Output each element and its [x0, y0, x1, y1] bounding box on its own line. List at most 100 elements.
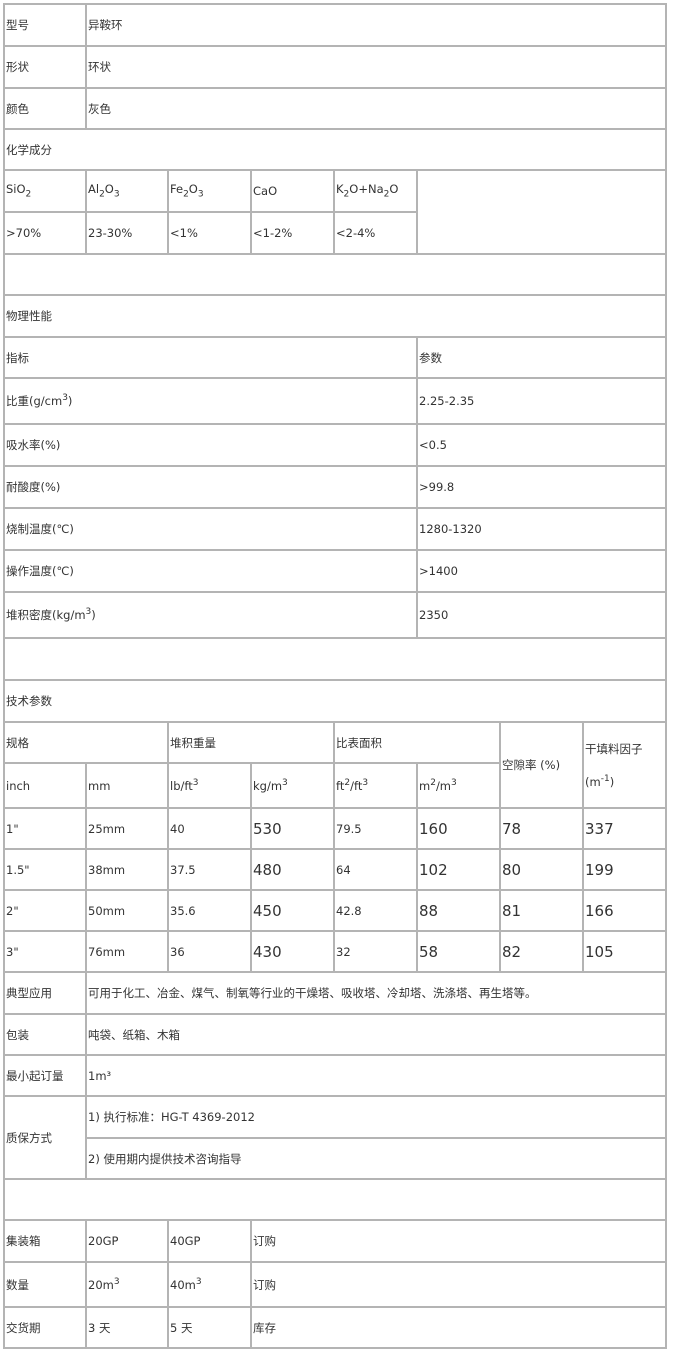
header-cell: 空隙率 (%) [499, 721, 584, 809]
label: 最小起订量 [3, 1054, 87, 1097]
value: 可用于化工、冶金、煤气、制氧等行业的干燥塔、吸收塔、冷却塔、洗涤塔、再生塔等。 [85, 971, 667, 1015]
value: 吨袋、纸箱、木箱 [85, 1013, 667, 1056]
cell: 集装箱 [3, 1219, 87, 1263]
cell: 42.8 [333, 889, 418, 932]
cell: 88 [416, 889, 501, 932]
cell: 订购 [250, 1219, 667, 1263]
cell: 76mm [85, 930, 169, 973]
header-cell: 比表面积 [333, 721, 501, 764]
table-row: 1.5" 38mm 37.5 480 64 102 80 199 [3, 848, 667, 891]
table-row: 2" 50mm 35.6 450 42.8 88 81 166 [3, 889, 667, 932]
table-row: 1" 25mm 40 530 79.5 160 78 337 [3, 807, 667, 850]
cell: 20m3 [85, 1261, 169, 1308]
value: <0.5 [416, 423, 667, 467]
label: 操作温度(℃) [3, 549, 418, 593]
label: 型号 [3, 3, 87, 47]
cell: 102 [416, 848, 501, 891]
label: 耐酸度(%) [3, 465, 418, 509]
cell: 1" [3, 807, 87, 850]
cell: 199 [582, 848, 667, 891]
cell: 80 [499, 848, 584, 891]
cell: 40 [167, 807, 252, 850]
cell: 1.5" [3, 848, 87, 891]
value: 2.25-2.35 [416, 377, 667, 425]
label: 烧制温度(℃) [3, 507, 418, 551]
value: 2350 [416, 591, 667, 639]
value: >99.8 [416, 465, 667, 509]
cell: 64 [333, 848, 418, 891]
unit-cell: lb/ft3 [167, 762, 252, 809]
cell: 160 [416, 807, 501, 850]
section-technical: 技术参数 [3, 679, 667, 723]
header-cell: 干填料因子 (m-1) [582, 721, 667, 809]
header-cell: 规格 [3, 721, 169, 764]
cell: 105 [582, 930, 667, 973]
cell: 3 天 [85, 1306, 169, 1349]
unit-cell: ft2/ft3 [333, 762, 418, 809]
section-chemical: 化学成分 [3, 128, 667, 171]
row-model: 型号 异鞍环 [3, 3, 667, 47]
cell: 库存 [250, 1306, 667, 1349]
unit-cell: inch [3, 762, 87, 809]
value: 灰色 [85, 87, 667, 130]
value: 环状 [85, 45, 667, 89]
cell: 450 [250, 889, 335, 932]
cell: 交货期 [3, 1306, 87, 1349]
cell: 81 [499, 889, 584, 932]
cell: <2-4% [333, 211, 418, 255]
label: 包装 [3, 1013, 87, 1056]
header-cell: 参数 [416, 336, 667, 379]
cell: <1-2% [250, 211, 335, 255]
label: 质保方式 [3, 1095, 87, 1180]
cell: 79.5 [333, 807, 418, 850]
chem-header-row: SiO2 Al2O3 Fe2O3 CaO K2O+Na2O [3, 169, 667, 255]
cell: 40m3 [167, 1261, 252, 1308]
cell: 37.5 [167, 848, 252, 891]
unit-cell: m2/m3 [416, 762, 501, 809]
cell: >70% [3, 211, 87, 255]
cell: 32 [333, 930, 418, 973]
cell: 78 [499, 807, 584, 850]
empty-row [3, 1178, 667, 1221]
empty-row [3, 637, 667, 681]
cell: 166 [582, 889, 667, 932]
value: 1280-1320 [416, 507, 667, 551]
unit-cell: kg/m3 [250, 762, 335, 809]
cell: 58 [416, 930, 501, 973]
cell: 50mm [85, 889, 169, 932]
value: 1) 执行标准：HG-T 4369-2012 [85, 1095, 667, 1139]
cell: 35.6 [167, 889, 252, 932]
header-cell: 指标 [3, 336, 418, 379]
chem-fe2o3: Fe2O3 [167, 169, 252, 213]
unit-cell: mm [85, 762, 169, 809]
cell: 82 [499, 930, 584, 973]
cell: 2" [3, 889, 87, 932]
cell: 20GP [85, 1219, 169, 1263]
empty-row [3, 253, 667, 296]
cell: 337 [582, 807, 667, 850]
cell: 25mm [85, 807, 169, 850]
cell: 38mm [85, 848, 169, 891]
label: 吸水率(%) [3, 423, 418, 467]
label: 比重(g/cm3) [3, 377, 418, 425]
table-row: 数量 20m3 40m3 订购 [3, 1261, 667, 1308]
chem-k2o-na2o: K2O+Na2O [333, 169, 418, 213]
row-shape: 形状 环状 [3, 45, 667, 89]
label: 颜色 [3, 87, 87, 130]
table-row: 集装箱 20GP 40GP 订购 [3, 1219, 667, 1263]
value: 2) 使用期内提供技术咨询指导 [85, 1137, 667, 1180]
cell: 数量 [3, 1261, 87, 1308]
cell: 430 [250, 930, 335, 973]
row-color: 颜色 灰色 [3, 87, 667, 130]
empty-cell [416, 169, 667, 255]
value: 异鞍环 [85, 3, 667, 47]
cell: 5 天 [167, 1306, 252, 1349]
cell: 480 [250, 848, 335, 891]
label: 典型应用 [3, 971, 87, 1015]
section-physical: 物理性能 [3, 294, 667, 338]
cell: <1% [167, 211, 252, 255]
product-spec-table: 型号 异鞍环 形状 环状 颜色 灰色 化学成分 SiO2 Al2O3 Fe2O3 Ca… [3, 3, 667, 1349]
cell: 530 [250, 807, 335, 850]
chem-sio2: SiO2 [3, 169, 87, 213]
